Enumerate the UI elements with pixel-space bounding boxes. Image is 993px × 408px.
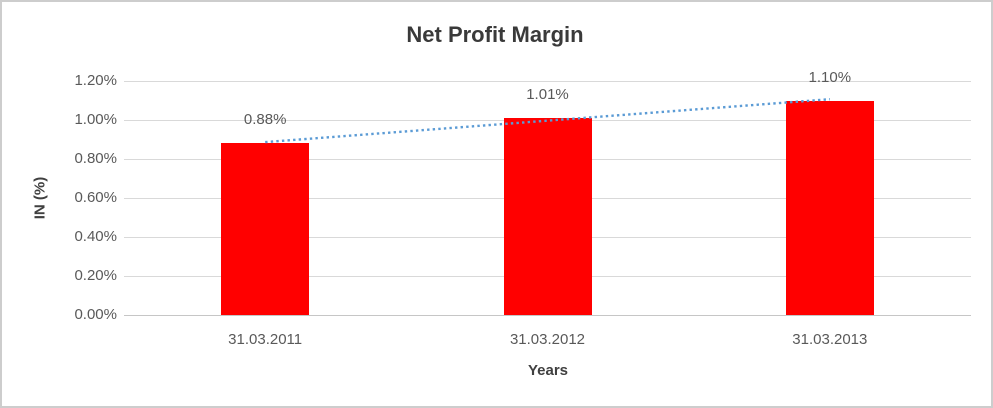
x-tick-label: 31.03.2011 xyxy=(228,331,303,348)
y-tick-label: 1.20% xyxy=(74,72,117,89)
x-axis-line xyxy=(124,315,971,316)
x-tick-label: 31.03.2012 xyxy=(509,331,586,348)
data-label: 1.10% xyxy=(808,68,852,86)
x-tick-label: 31.03.2013 xyxy=(792,331,868,348)
y-tick-label: 1.00% xyxy=(74,111,117,128)
x-axis-title: Years xyxy=(527,362,569,379)
y-tick-label: 0.20% xyxy=(74,267,117,284)
bar-31.03.2012 xyxy=(503,118,592,315)
y-tick-label: 0.80% xyxy=(74,150,117,167)
data-label: 1.01% xyxy=(526,86,569,104)
data-label: 0.88% xyxy=(243,111,287,129)
y-tick-label: 0.60% xyxy=(74,189,117,206)
bar-31.03.2013 xyxy=(785,100,874,315)
y-tick-label: 0.40% xyxy=(74,228,117,245)
gridline xyxy=(124,80,971,82)
y-tick-label: 0.00% xyxy=(74,306,117,323)
bar-31.03.2011 xyxy=(221,143,310,315)
chart-title: Net Profit Margin xyxy=(406,22,584,47)
